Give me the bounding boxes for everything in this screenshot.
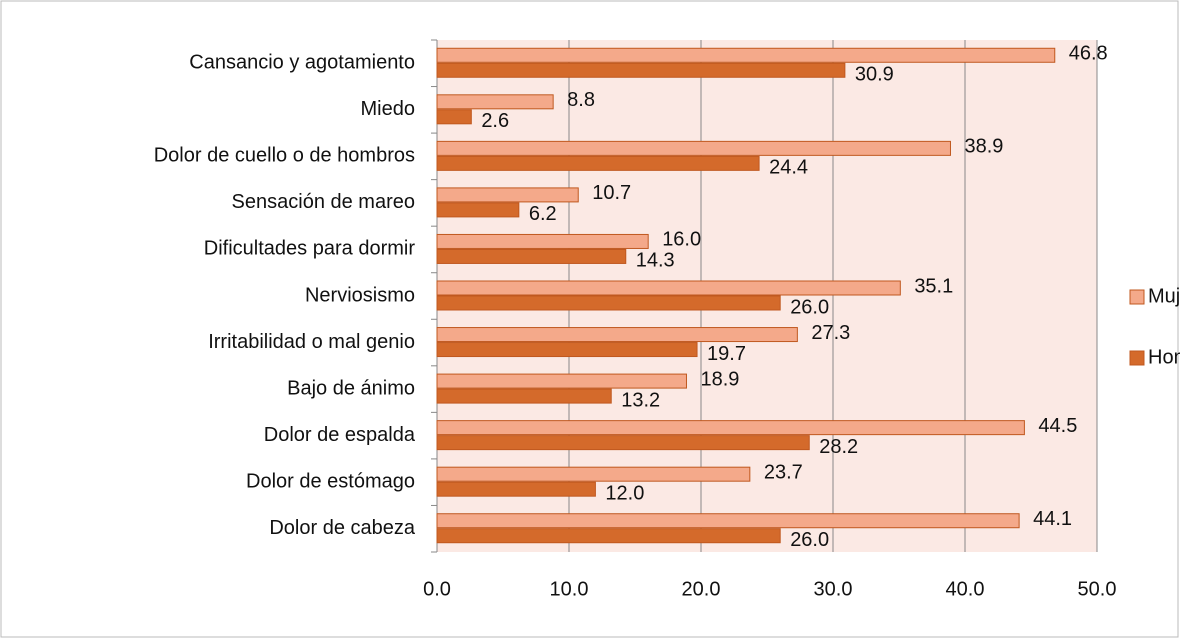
bar bbox=[436, 47, 1056, 63]
bar bbox=[436, 373, 687, 389]
value-label: 10.7 bbox=[592, 182, 631, 204]
x-tick-label: 50.0 bbox=[1078, 578, 1117, 600]
y-tick-label: Dolor de estómago bbox=[246, 470, 415, 492]
bar bbox=[436, 295, 781, 311]
value-label: 24.4 bbox=[769, 157, 808, 179]
bar bbox=[436, 155, 760, 171]
bar bbox=[436, 187, 579, 203]
value-label: 44.1 bbox=[1033, 508, 1072, 530]
legend-swatch bbox=[1129, 289, 1145, 305]
bar bbox=[436, 248, 627, 264]
bar bbox=[436, 280, 901, 296]
bar bbox=[436, 528, 781, 544]
x-tick-label: 30.0 bbox=[814, 578, 853, 600]
legend-label: Mujer bbox=[1148, 285, 1180, 307]
value-label: 13.2 bbox=[621, 389, 660, 411]
bar bbox=[436, 140, 951, 156]
bar bbox=[436, 388, 612, 404]
y-tick-label: Dolor de cabeza bbox=[269, 517, 416, 539]
bar bbox=[436, 94, 554, 110]
y-tick-label: Nerviosismo bbox=[305, 284, 415, 306]
bar bbox=[436, 342, 698, 358]
value-label: 8.8 bbox=[567, 89, 595, 111]
value-label: 28.2 bbox=[819, 436, 858, 458]
value-label: 26.0 bbox=[790, 529, 829, 551]
x-tick-label: 10.0 bbox=[550, 578, 589, 600]
y-tick-label: Dolor de espalda bbox=[264, 424, 416, 446]
y-tick-label: Bajo de ánimo bbox=[287, 377, 415, 399]
y-tick-label: Sensación de mareo bbox=[232, 191, 415, 213]
bar bbox=[436, 420, 1025, 436]
value-label: 6.2 bbox=[529, 203, 557, 225]
x-tick-label: 40.0 bbox=[946, 578, 985, 600]
y-tick-label: Miedo bbox=[361, 98, 415, 120]
bar bbox=[436, 62, 846, 78]
bar bbox=[436, 481, 596, 497]
bar bbox=[436, 435, 810, 451]
x-tick-label: 20.0 bbox=[682, 578, 721, 600]
value-label: 38.9 bbox=[964, 136, 1003, 158]
bar bbox=[436, 466, 751, 482]
value-label: 27.3 bbox=[811, 322, 850, 344]
y-tick-label: Dificultades para dormir bbox=[204, 238, 416, 260]
value-label: 44.5 bbox=[1038, 415, 1077, 437]
value-label: 14.3 bbox=[636, 250, 675, 272]
y-tick-label: Irritabilidad o mal genio bbox=[208, 331, 415, 353]
bar bbox=[436, 109, 472, 125]
bar bbox=[436, 327, 798, 343]
value-label: 26.0 bbox=[790, 296, 829, 318]
value-label: 30.9 bbox=[855, 64, 894, 86]
value-label: 19.7 bbox=[707, 343, 746, 365]
legend-label: Hombre bbox=[1148, 346, 1180, 368]
value-label: 18.9 bbox=[700, 368, 739, 390]
value-label: 16.0 bbox=[662, 229, 701, 251]
bar bbox=[436, 513, 1020, 529]
legend-swatch bbox=[1129, 350, 1145, 366]
value-label: 12.0 bbox=[605, 482, 644, 504]
value-label: 2.6 bbox=[481, 110, 509, 132]
value-label: 23.7 bbox=[764, 461, 803, 483]
bar bbox=[436, 233, 649, 249]
y-tick-label: Cansancio y agotamiento bbox=[189, 52, 415, 74]
y-tick-label: Dolor de cuello o de hombros bbox=[154, 145, 415, 167]
value-label: 46.8 bbox=[1069, 43, 1108, 65]
x-tick-label: 0.0 bbox=[423, 578, 451, 600]
value-label: 35.1 bbox=[914, 275, 953, 297]
bar bbox=[436, 202, 520, 218]
